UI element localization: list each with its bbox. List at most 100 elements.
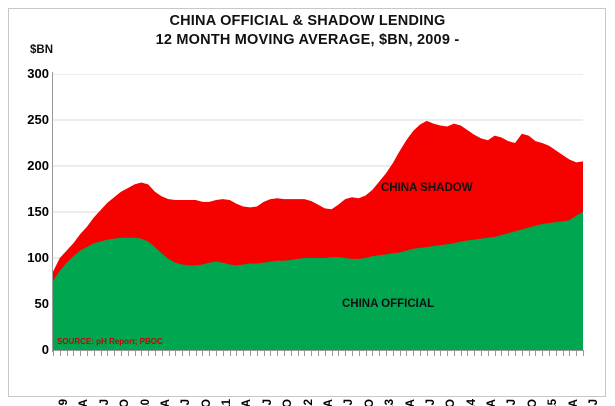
x-axis-tick <box>372 351 374 356</box>
x-axis-tick <box>365 351 367 356</box>
x-axis-tick <box>576 351 578 356</box>
x-axis-tick <box>413 351 415 356</box>
y-axis-tick-label: 250 <box>27 112 49 127</box>
chart-title-block: CHINA OFFICIAL & SHADOW LENDING 12 MONTH… <box>0 12 615 49</box>
x-axis-tick-label: J <box>588 399 600 406</box>
x-axis-tick <box>528 351 530 356</box>
y-axis-tick-label: 150 <box>27 204 49 219</box>
x-axis-tick <box>148 351 150 356</box>
x-axis-tick-label: A <box>323 399 335 406</box>
x-axis-tick <box>114 351 116 356</box>
x-axis-tick-label: O <box>363 399 376 406</box>
x-axis-tick-label: J <box>98 399 111 406</box>
x-axis-tick <box>481 351 483 356</box>
x-axis-tick <box>318 351 319 356</box>
x-axis-tick <box>474 351 476 356</box>
x-axis-tick <box>134 351 136 356</box>
x-axis-tick <box>66 351 68 356</box>
x-axis-tick <box>175 351 177 356</box>
x-axis-line <box>52 350 584 351</box>
x-axis-tick <box>338 351 340 356</box>
x-axis-tick-label: A <box>404 399 417 406</box>
x-axis-tick <box>93 351 95 356</box>
x-axis-tick <box>494 351 496 356</box>
x-axis-tick <box>562 351 564 356</box>
y-axis-tick-label: 50 <box>34 296 49 311</box>
y-axis-tick-label: 0 <box>41 342 49 357</box>
x-axis-tick <box>120 351 122 356</box>
x-axis-tick-label: A <box>159 399 172 406</box>
y-axis-tick-label: 300 <box>27 66 49 81</box>
y-axis-tick-label: 100 <box>27 250 49 265</box>
x-axis-tick-label: J <box>506 399 519 406</box>
x-axis-tick <box>555 351 557 356</box>
x-axis-tick <box>447 351 449 356</box>
x-axis-tick <box>256 351 258 356</box>
series-label-china-official: CHINA OFFICIAL <box>342 298 435 310</box>
x-axis-tick <box>59 351 61 356</box>
x-axis-tick <box>209 351 211 356</box>
x-axis-tick <box>467 351 469 356</box>
x-axis-tick-label: O <box>526 399 539 406</box>
x-axis-tick-label: 2009 <box>58 399 70 406</box>
x-axis-tick <box>542 351 544 356</box>
x-axis-tick-labels: 2009AJO2010AJO2011AJO2012AJO2013AJO2014A… <box>53 357 600 406</box>
x-axis-tick-label: A <box>241 399 254 406</box>
x-axis-tick-label: A <box>567 399 580 406</box>
x-axis-tick-label: 2015 <box>547 399 559 406</box>
x-axis-tick <box>358 351 360 356</box>
x-axis-tick <box>324 351 326 356</box>
x-axis-tick <box>53 351 54 356</box>
x-axis-tick-label: J <box>261 399 274 406</box>
x-axis-tick-label: J <box>424 399 437 406</box>
x-axis-tick <box>236 351 238 356</box>
x-axis-tick <box>385 351 387 356</box>
x-axis-tick <box>379 351 381 356</box>
x-axis-tick <box>351 351 353 356</box>
x-axis-tick <box>250 351 252 356</box>
x-axis-tick <box>86 351 88 356</box>
x-axis-tick <box>399 351 401 356</box>
x-axis-ticks <box>53 351 584 357</box>
x-axis-tick <box>263 351 265 356</box>
x-axis-tick <box>290 351 292 356</box>
x-axis-tick <box>426 351 428 356</box>
stacked-area-plot <box>53 74 583 350</box>
x-axis-tick <box>154 351 156 356</box>
x-axis-tick-label: O <box>200 399 213 406</box>
x-axis-tick <box>311 351 313 356</box>
x-axis-tick <box>229 351 231 356</box>
x-axis-tick <box>222 351 224 356</box>
x-axis-tick <box>202 351 204 356</box>
x-axis-tick <box>453 351 455 356</box>
x-axis-tick <box>182 351 184 356</box>
x-axis-tick <box>406 351 408 356</box>
x-axis-tick-label: 2012 <box>303 399 315 406</box>
x-axis-tick <box>297 351 299 356</box>
source-note: SOURCE: pH Report; PBOC <box>57 337 163 346</box>
x-axis-tick <box>419 351 421 356</box>
x-axis-tick <box>331 351 333 356</box>
x-axis-tick <box>161 351 163 356</box>
y-axis-unit-label: $BN <box>30 44 54 56</box>
x-axis-tick <box>195 351 197 356</box>
x-axis-tick <box>100 351 102 356</box>
x-axis-tick-label: O <box>119 399 132 406</box>
x-axis-tick <box>569 351 571 356</box>
x-axis-tick <box>487 351 489 356</box>
x-axis-tick <box>535 351 537 356</box>
x-axis-tick <box>583 351 584 356</box>
x-axis-tick-label: 2011 <box>221 399 233 406</box>
x-axis-tick-label: J <box>343 399 356 406</box>
x-axis-tick <box>270 351 272 356</box>
x-axis-tick-label: A <box>486 399 499 406</box>
x-axis-tick-label: 2010 <box>140 399 152 406</box>
x-axis-tick <box>107 351 109 356</box>
x-axis-tick <box>141 351 143 356</box>
x-axis-tick <box>515 351 517 356</box>
x-axis-tick <box>243 351 245 356</box>
x-axis-tick <box>392 351 394 356</box>
y-axis-line <box>52 72 53 352</box>
x-axis-tick <box>549 351 551 356</box>
